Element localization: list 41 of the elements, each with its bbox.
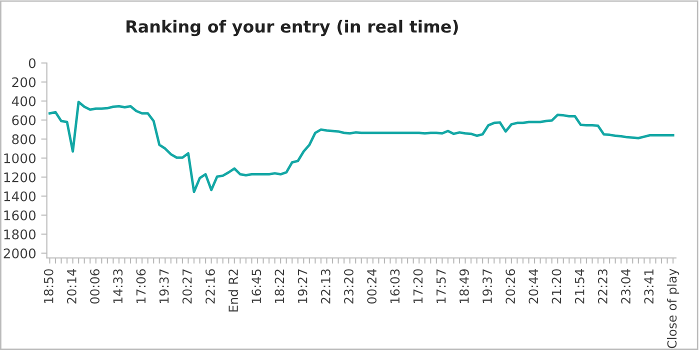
- x-tick-label: 22:16: [205, 269, 215, 304]
- x-tick-label: 17:06: [136, 269, 146, 304]
- x-tick-label: 17:57: [436, 269, 446, 304]
- y-tick-label: 800: [12, 134, 36, 144]
- x-tick-label: 00:06: [90, 269, 100, 304]
- y-tick-label: 400: [12, 96, 36, 106]
- line-series: [48, 100, 674, 194]
- y-tick-label: 1200: [4, 172, 36, 182]
- x-tick-label: 23:41: [644, 270, 654, 304]
- x-tick-label: 14:33: [113, 269, 123, 304]
- x-tick-label: 21:54: [574, 269, 584, 304]
- x-tick-label: 16:03: [390, 269, 400, 304]
- x-tick-label: Close of play: [667, 268, 680, 348]
- x-tick-label: 20:27: [182, 269, 192, 304]
- y-tick-label: 200: [12, 77, 36, 88]
- x-tick-label: 23:20: [344, 269, 354, 304]
- x-tick-label: End R2: [228, 270, 238, 312]
- x-tick-label: 20:26: [506, 269, 516, 304]
- x-tick-label: 23:04: [621, 269, 630, 304]
- y-tick-label: 600: [12, 115, 36, 126]
- y-tick-label: 1400: [4, 191, 36, 202]
- x-tick-label: 22:23: [598, 269, 608, 304]
- y-tick-label: 1800: [4, 229, 36, 240]
- x-tick-label: 00:24: [367, 269, 377, 304]
- x-tick-label: 18:49: [459, 269, 469, 304]
- x-tick-label: 18:22: [274, 270, 284, 304]
- y-tick-label: 0: [28, 58, 36, 68]
- y-tick-label: 2000: [4, 248, 36, 258]
- x-tick-label: 17:20: [413, 269, 423, 304]
- x-tick-label: 19:37: [482, 269, 492, 304]
- x-tick-label: 21:20: [552, 269, 562, 304]
- x-tick-label: 18:50: [44, 269, 54, 304]
- chart-title: Ranking of your entry (in real time): [126, 20, 458, 36]
- x-tick-label: 22:13: [320, 269, 330, 304]
- x-tick-label: 20:44: [528, 269, 538, 304]
- x-tick-label: 19:27: [298, 269, 308, 304]
- x-tick-label: 19:37: [159, 269, 169, 304]
- x-tick-label: 20:14: [66, 269, 76, 304]
- y-tick-label: 1600: [4, 210, 36, 220]
- x-tick-label: 16:45: [252, 269, 262, 304]
- y-tick-label: 1000: [4, 153, 36, 164]
